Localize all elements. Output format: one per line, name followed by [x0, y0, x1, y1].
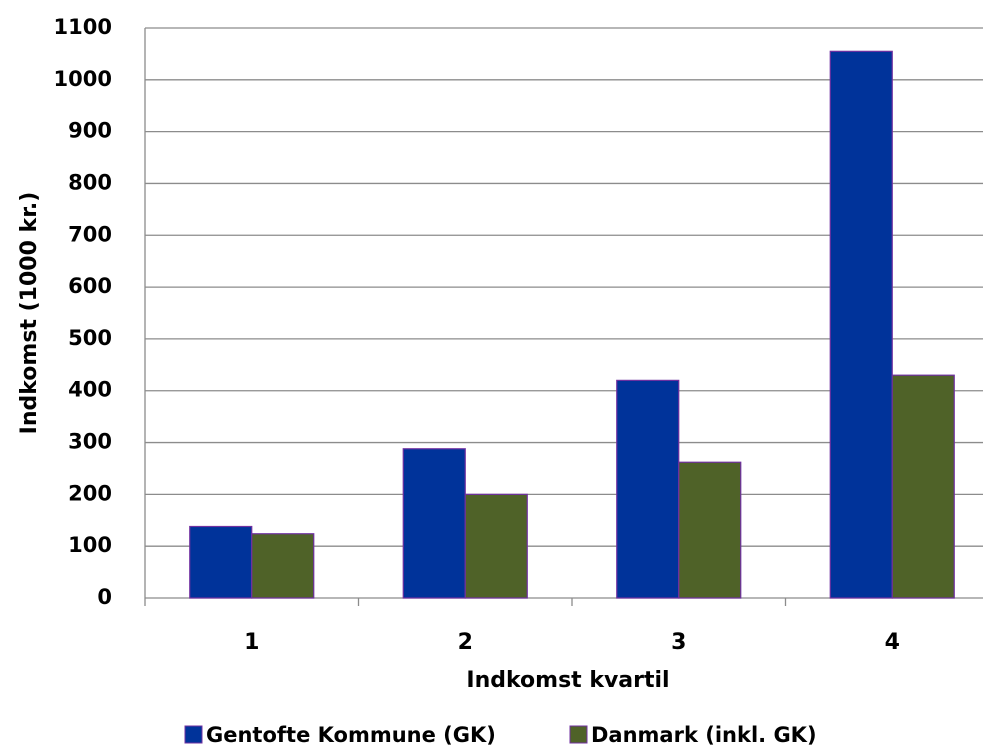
y-tick-label: 700 [68, 222, 112, 246]
y-tick-label: 0 [97, 585, 112, 609]
y-tick-label: 500 [68, 326, 112, 350]
legend-label: Danmark (inkl. GK) [591, 723, 817, 747]
y-tick-label: 800 [68, 170, 112, 194]
y-tick-label: 400 [68, 378, 112, 402]
legend-swatch [569, 725, 588, 744]
x-tick-label: 2 [458, 630, 473, 655]
y-tick-label: 200 [68, 481, 112, 505]
y-tick-label: 1100 [54, 15, 112, 39]
bar [891, 374, 955, 599]
y-tick-label: 1000 [54, 67, 112, 91]
y-tick-label: 600 [68, 274, 112, 298]
bar [251, 533, 315, 599]
y-tick-label: 100 [68, 533, 112, 557]
x-axis-label: Indkomst kvartil [466, 668, 669, 693]
bar [678, 461, 742, 599]
x-tick-label: 1 [244, 630, 259, 655]
bar [402, 448, 466, 599]
bar [616, 379, 680, 599]
bar [464, 493, 528, 599]
y-tick-label: 900 [68, 119, 112, 143]
y-tick-label: 300 [68, 430, 112, 454]
legend-label: Gentofte Kommune (GK) [206, 723, 496, 747]
x-tick-label: 4 [885, 630, 900, 655]
legend-swatch [184, 725, 203, 744]
x-tick-label: 3 [671, 630, 686, 655]
y-axis-label: Indkomst (1000 kr.) [17, 192, 42, 435]
bar [829, 50, 893, 599]
bar [189, 525, 253, 599]
